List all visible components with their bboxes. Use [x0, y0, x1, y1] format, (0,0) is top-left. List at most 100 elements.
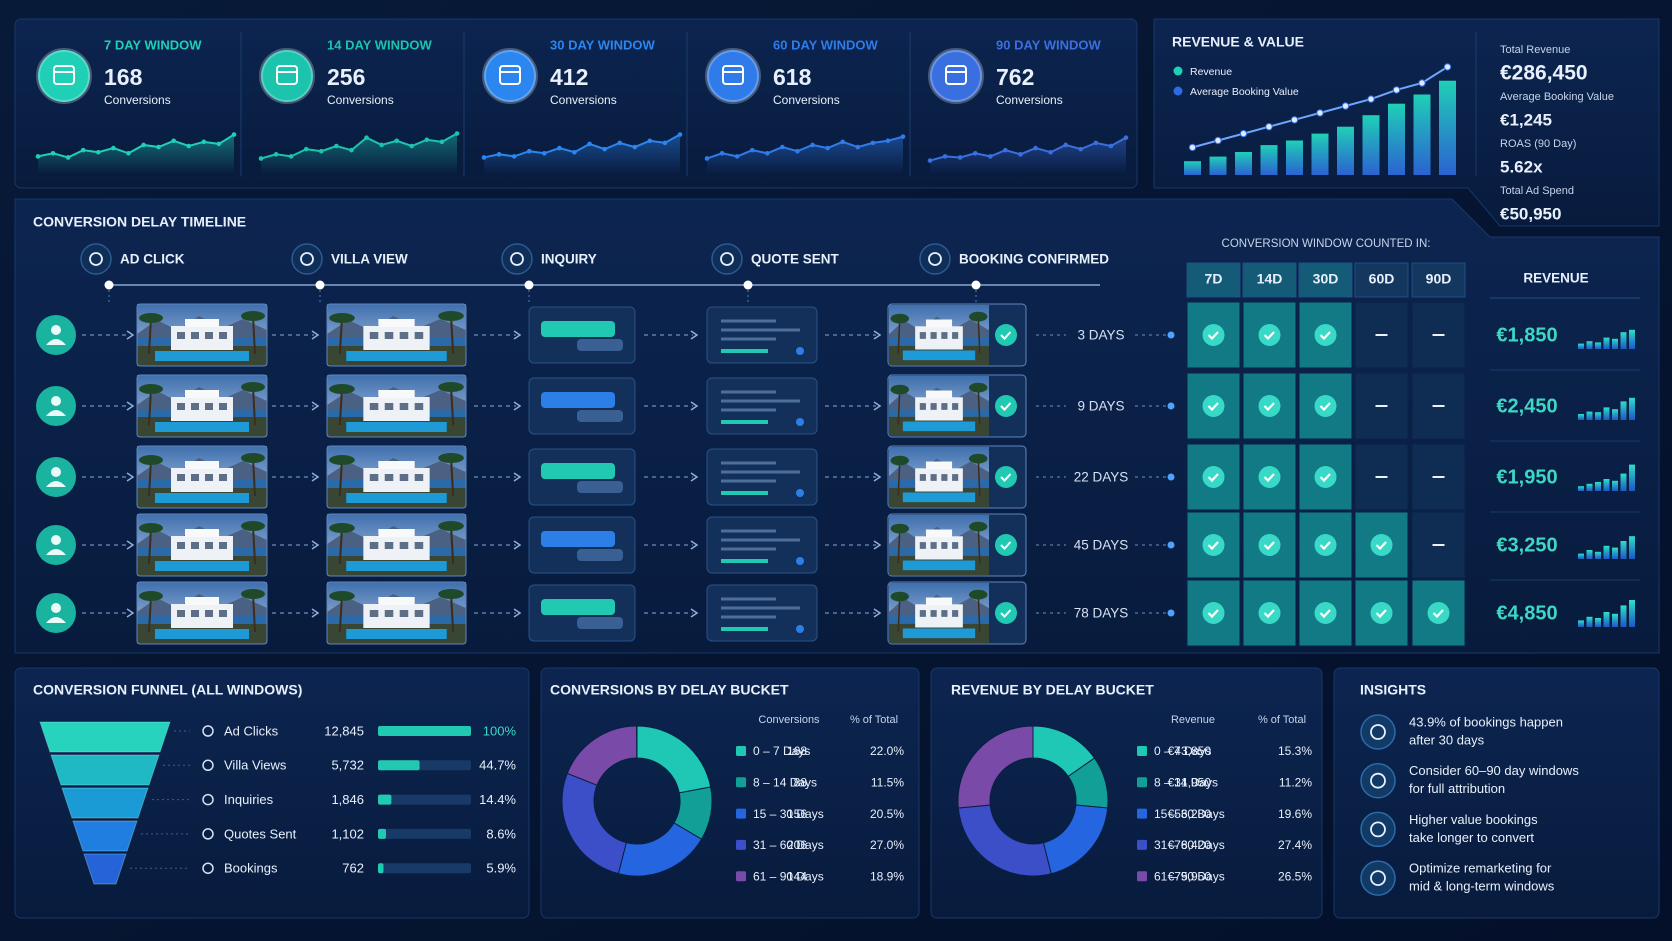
- photo-frame: [326, 445, 467, 509]
- legend-swatch: [1137, 746, 1147, 756]
- revenue-minibar: [1612, 547, 1618, 559]
- avatar-glyph: [51, 396, 61, 406]
- chat-bubble: [541, 531, 615, 547]
- legend-swatch: [1173, 66, 1183, 76]
- sparkline-point: [439, 139, 445, 145]
- quote-check: [796, 557, 804, 565]
- funnel-stage: Quotes Sent: [224, 826, 297, 841]
- abv-point: [1443, 63, 1452, 71]
- revenue-bar: [1413, 94, 1431, 175]
- sparkline-point: [288, 154, 294, 159]
- booking-check: [995, 324, 1017, 346]
- abv-point: [1316, 109, 1324, 117]
- stage-glyph: [510, 252, 524, 266]
- insight-glyph: [1370, 821, 1386, 838]
- insight-text: 43.9% of bookings happen: [1409, 714, 1563, 729]
- counted-check: [1258, 466, 1281, 488]
- chat-bubble: [577, 410, 623, 422]
- sparkline-point: [1063, 142, 1068, 148]
- revenue-minibar: [1603, 337, 1610, 349]
- revenue-minibar: [1586, 341, 1593, 349]
- stage-label: AD CLICK: [120, 252, 185, 267]
- bucket-value: 88: [794, 775, 808, 789]
- funnel-percent: 100%: [483, 723, 517, 738]
- stage-icon: [711, 243, 743, 275]
- sparkline-point: [587, 141, 592, 147]
- photo-frame: [136, 581, 268, 645]
- abv-point: [1214, 136, 1222, 145]
- column-header: [1186, 262, 1241, 298]
- revenue-bar: [1439, 80, 1456, 175]
- revenue-minibar: [1612, 480, 1618, 491]
- counted-check: [1314, 602, 1337, 624]
- bucket-value: €75,950: [1168, 869, 1212, 883]
- revenue-minibar: [1603, 612, 1610, 627]
- flow-arrowhead: [311, 401, 320, 411]
- flow-arrowhead: [513, 472, 522, 482]
- chat-bubble: [577, 339, 623, 351]
- counted-check: [1319, 473, 1331, 483]
- window-value: 762: [996, 64, 1034, 90]
- bucket-label: 8 – 14 Days: [1154, 775, 1218, 789]
- sparkline-point: [50, 150, 56, 156]
- counted-check: [1319, 402, 1331, 412]
- counted-check: [1202, 602, 1225, 624]
- insight-icon: [1360, 811, 1396, 848]
- sparkline-point: [303, 146, 309, 152]
- sparkline-point: [662, 140, 668, 146]
- delay-dot: [1167, 473, 1175, 481]
- sparkline-point: [1078, 146, 1084, 152]
- funnel-icon: [202, 862, 214, 874]
- counted-check: [1207, 541, 1219, 551]
- funnel-stage: Villa Views: [224, 758, 287, 773]
- sparkline-point: [156, 144, 161, 150]
- revenue-minibar: [1629, 329, 1635, 349]
- sparkline-point: [424, 137, 430, 143]
- revenue-minibar: [1586, 483, 1593, 491]
- stage-icon: [919, 243, 951, 275]
- villa-photo: [889, 515, 989, 575]
- counted-check: [1263, 331, 1275, 341]
- photo-frame: [136, 303, 268, 367]
- sparkline-point: [1093, 140, 1099, 146]
- column-label: 14D: [1257, 271, 1283, 287]
- funnel-count: 762: [342, 861, 364, 876]
- column-label: % of Total: [1258, 714, 1306, 726]
- kpi-label: Average Booking Value: [1500, 91, 1614, 103]
- delay-dot: [1167, 609, 1175, 617]
- legend-swatch: [736, 839, 746, 850]
- revenue-panel: [1153, 18, 1660, 227]
- sparkline-point: [542, 150, 547, 156]
- legend-swatch: [736, 777, 746, 788]
- funnel-icon: [202, 759, 214, 772]
- insight-icon: [1360, 860, 1396, 896]
- panel-title: REVENUE BY DELAY BUCKET: [951, 682, 1154, 698]
- sparkline-point: [855, 144, 861, 150]
- flow-arrowhead: [126, 540, 135, 550]
- villa-photo: [889, 305, 989, 365]
- booking-check: [995, 602, 1017, 624]
- revenue-minibar: [1586, 616, 1593, 627]
- sparkline-area: [261, 133, 457, 174]
- sparkline-point: [65, 155, 71, 160]
- revenue-minibar: [1595, 551, 1601, 559]
- counted-check: [1314, 395, 1337, 417]
- column-label: Revenue: [1171, 714, 1215, 726]
- counted-check: [1202, 395, 1225, 417]
- villa-photo: [327, 514, 466, 576]
- panel-title: CONVERSION DELAY TIMELINE: [33, 214, 246, 230]
- funnel-bar: [378, 794, 392, 805]
- kpi-value: €1,245: [1500, 110, 1552, 129]
- kpi-value: €286,450: [1500, 62, 1588, 85]
- photo-frame: [326, 581, 467, 645]
- flow-arrowhead: [873, 472, 882, 482]
- sparkline-point: [617, 140, 622, 146]
- bucket-value: 206: [787, 838, 807, 852]
- sparkline-point: [80, 147, 86, 153]
- sparkline-point: [840, 139, 845, 145]
- sparkline-point: [454, 131, 460, 136]
- avatar-glyph: [46, 617, 66, 623]
- funnel-layer: [50, 754, 160, 786]
- chat-bubble: [577, 549, 623, 561]
- revenue-bar: [1337, 126, 1354, 175]
